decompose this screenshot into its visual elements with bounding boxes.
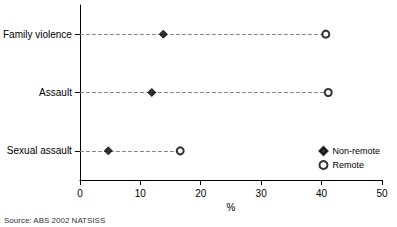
svg-text:Sexual assault: Sexual assault [7, 145, 72, 156]
svg-text:50: 50 [376, 188, 388, 199]
svg-text:40: 40 [316, 188, 328, 199]
svg-text:10: 10 [135, 188, 147, 199]
svg-text:0: 0 [77, 188, 83, 199]
svg-text:Family violence: Family violence [3, 29, 72, 40]
svg-text:Remote: Remote [332, 160, 364, 170]
svg-text:Source: ABS 2002 NATSISS: Source: ABS 2002 NATSISS [4, 216, 105, 225]
svg-text:30: 30 [256, 188, 268, 199]
svg-text:Assault: Assault [39, 87, 72, 98]
svg-text:20: 20 [195, 188, 207, 199]
svg-text:%: % [227, 202, 236, 213]
svg-text:Non-remote: Non-remote [332, 146, 380, 156]
